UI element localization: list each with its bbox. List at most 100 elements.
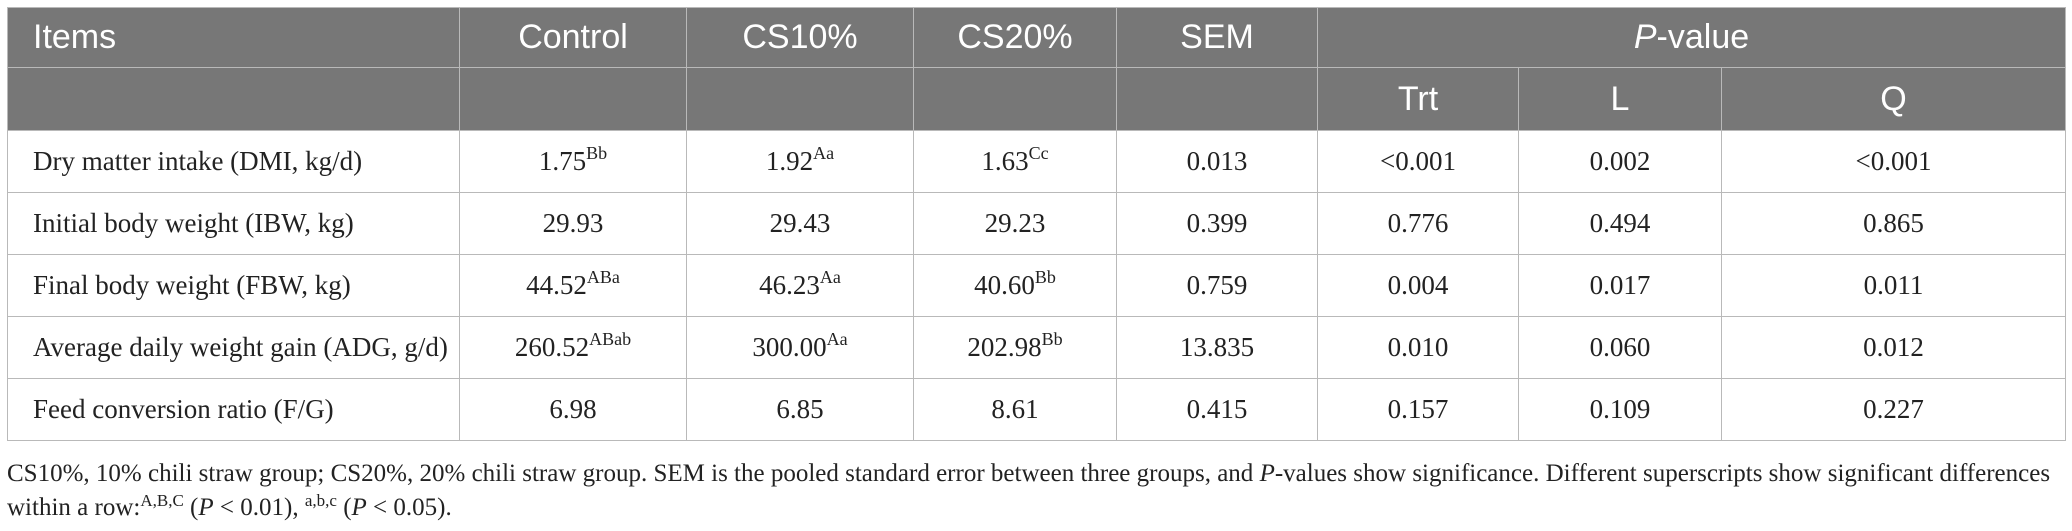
- cell-control: 6.98: [459, 378, 687, 441]
- cell-sem: 0.013: [1116, 130, 1318, 193]
- table-row: Initial body weight (IBW, kg) 29.93 29.4…: [7, 192, 2066, 255]
- row-label: Dry matter intake (DMI, kg/d): [7, 130, 460, 193]
- cell-value: 6.85: [776, 394, 824, 424]
- performance-table: Items Control CS10% CS20% SEM P-value Tr…: [7, 7, 2066, 441]
- row-label: Initial body weight (IBW, kg): [7, 192, 460, 255]
- footnote-text: (: [336, 494, 352, 521]
- table-row: Feed conversion ratio (F/G) 6.98 6.85 8.…: [7, 378, 2066, 441]
- cell-control: 44.52ABa: [459, 254, 687, 317]
- cell-q: 0.865: [1721, 192, 2066, 255]
- table-footnote: CS10%, 10% chili straw group; CS20%, 20%…: [7, 457, 2067, 527]
- cell-trt: <0.001: [1317, 130, 1519, 193]
- cell-trt: 0.157: [1317, 378, 1519, 441]
- cell-value: 1.75: [538, 146, 587, 176]
- header-empty-2: [459, 67, 687, 131]
- cell-value: 1.92: [765, 146, 814, 176]
- cell-sem: 13.835: [1116, 316, 1318, 379]
- footnote-p-italic: P: [1259, 460, 1275, 487]
- cell-value: 40.60: [974, 270, 1035, 300]
- cell-cs20: 29.23: [913, 192, 1117, 255]
- cell-trt: 0.004: [1317, 254, 1519, 317]
- footnote-text: < 0.01),: [213, 494, 305, 521]
- header-empty-1: [7, 67, 460, 131]
- cell-trt: 0.010: [1317, 316, 1519, 379]
- cell-q: 0.011: [1721, 254, 2066, 317]
- header-trt: Trt: [1317, 67, 1519, 131]
- cell-cs20: 202.98Bb: [913, 316, 1117, 379]
- cell-superscript: Bb: [1041, 329, 1063, 349]
- row-label: Average daily weight gain (ADG, g/d): [7, 316, 460, 379]
- row-label: Final body weight (FBW, kg): [7, 254, 460, 317]
- cell-q: 0.227: [1721, 378, 2066, 441]
- header-cs20: CS20%: [913, 7, 1117, 68]
- footnote-text: CS10%, 10% chili straw group; CS20%, 20%…: [7, 460, 1260, 487]
- cell-control: 260.52ABab: [459, 316, 687, 379]
- table-body: Dry matter intake (DMI, kg/d) 1.75Bb 1.9…: [7, 130, 2066, 441]
- header-p-italic: P: [1633, 18, 1657, 56]
- cell-superscript: Aa: [826, 329, 848, 349]
- cell-cs20: 8.61: [913, 378, 1117, 441]
- cell-superscript: ABab: [589, 329, 632, 349]
- cell-value: 29.23: [984, 208, 1046, 238]
- cell-value: 202.98: [967, 332, 1042, 362]
- header-p-rest: -value: [1656, 18, 1750, 56]
- header-sem: SEM: [1116, 7, 1318, 68]
- cell-q: <0.001: [1721, 130, 2066, 193]
- cell-l: 0.017: [1518, 254, 1722, 317]
- header-cs10: CS10%: [686, 7, 914, 68]
- table-row: Average daily weight gain (ADG, g/d) 260…: [7, 316, 2066, 379]
- cell-superscript: Aa: [813, 143, 835, 163]
- header-empty-4: [913, 67, 1117, 131]
- table-header: Items Control CS10% CS20% SEM P-value Tr…: [7, 7, 2066, 131]
- data-table-container: Items Control CS10% CS20% SEM P-value Tr…: [7, 7, 2066, 441]
- footnote-superscript: a,b,c: [304, 491, 337, 510]
- header-control: Control: [459, 7, 687, 68]
- cell-cs20: 40.60Bb: [913, 254, 1117, 317]
- footnote-text: -values show significance. Different sup…: [7, 460, 2051, 521]
- table-row: Final body weight (FBW, kg) 44.52ABa 46.…: [7, 254, 2066, 317]
- cell-superscript: Cc: [1028, 143, 1049, 163]
- header-q: Q: [1721, 67, 2066, 131]
- cell-l: 0.060: [1518, 316, 1722, 379]
- cell-cs20: 1.63Cc: [913, 130, 1117, 193]
- cell-value: 300.00: [752, 332, 827, 362]
- footnote-superscript: A,B,C: [140, 491, 184, 510]
- footnote-p-italic: P: [198, 494, 214, 521]
- cell-cs10: 46.23Aa: [686, 254, 914, 317]
- cell-superscript: Aa: [819, 267, 841, 287]
- cell-cs10: 300.00Aa: [686, 316, 914, 379]
- cell-superscript: Bb: [1034, 267, 1056, 287]
- cell-value: 29.43: [769, 208, 831, 238]
- cell-value: 260.52: [514, 332, 590, 362]
- cell-value: 46.23: [759, 270, 820, 300]
- header-row-1: Items Control CS10% CS20% SEM P-value: [7, 7, 2066, 68]
- cell-sem: 0.399: [1116, 192, 1318, 255]
- cell-value: 29.93: [542, 208, 604, 238]
- header-items: Items: [7, 7, 460, 68]
- header-l: L: [1518, 67, 1722, 131]
- footnote-p-italic: P: [351, 494, 367, 521]
- cell-l: 0.002: [1518, 130, 1722, 193]
- cell-sem: 0.415: [1116, 378, 1318, 441]
- cell-value: 8.61: [991, 394, 1039, 424]
- cell-sem: 0.759: [1116, 254, 1318, 317]
- cell-trt: 0.776: [1317, 192, 1519, 255]
- cell-control: 29.93: [459, 192, 687, 255]
- cell-l: 0.109: [1518, 378, 1722, 441]
- table-row: Dry matter intake (DMI, kg/d) 1.75Bb 1.9…: [7, 130, 2066, 193]
- cell-cs10: 1.92Aa: [686, 130, 914, 193]
- cell-q: 0.012: [1721, 316, 2066, 379]
- header-row-2: Trt L Q: [7, 67, 2066, 131]
- footnote-text: < 0.05).: [366, 494, 452, 521]
- header-p-value: P-value: [1317, 7, 2066, 68]
- header-empty-5: [1116, 67, 1318, 131]
- cell-value: 1.63: [981, 146, 1029, 176]
- footnote-text: (: [183, 494, 199, 521]
- cell-superscript: Bb: [586, 143, 608, 163]
- cell-control: 1.75Bb: [459, 130, 687, 193]
- row-label: Feed conversion ratio (F/G): [7, 378, 460, 441]
- cell-superscript: ABa: [586, 267, 620, 287]
- cell-value: 44.52: [526, 270, 587, 300]
- cell-l: 0.494: [1518, 192, 1722, 255]
- header-empty-3: [686, 67, 914, 131]
